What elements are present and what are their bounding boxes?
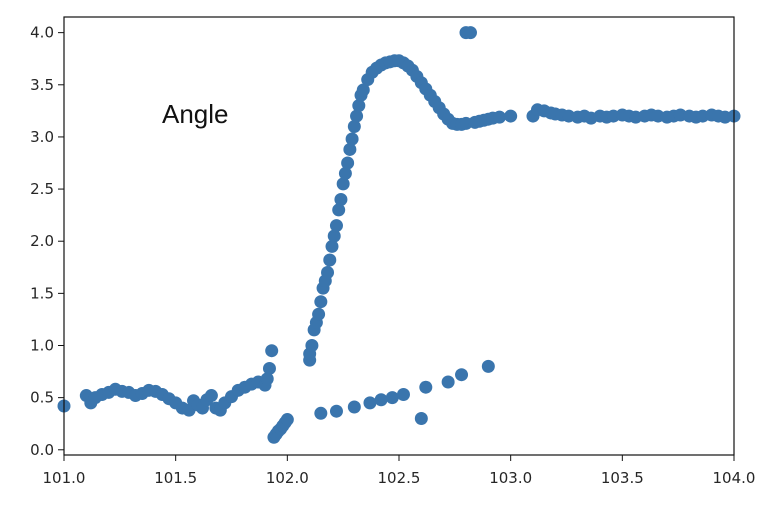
data-point bbox=[455, 368, 469, 382]
x-tick-label: 101.5 bbox=[154, 469, 197, 487]
data-point bbox=[334, 193, 348, 206]
data-point bbox=[312, 307, 326, 321]
data-point bbox=[327, 229, 341, 243]
y-tick-label: 2.0 bbox=[30, 232, 54, 250]
data-point bbox=[414, 412, 428, 425]
data-point bbox=[341, 156, 355, 170]
points-layer bbox=[57, 26, 741, 444]
x-tick-label: 103.5 bbox=[601, 469, 644, 487]
y-tick-label: 2.5 bbox=[30, 180, 54, 198]
plot-frame bbox=[63, 16, 735, 456]
plot-background bbox=[64, 17, 734, 455]
y-tick-label: 4.0 bbox=[30, 24, 54, 42]
data-point bbox=[347, 400, 361, 414]
data-point bbox=[260, 372, 274, 386]
data-point bbox=[352, 99, 366, 113]
data-point bbox=[356, 83, 370, 97]
data-point bbox=[419, 380, 433, 394]
annotation-label: Angle bbox=[162, 99, 229, 129]
data-point bbox=[323, 253, 337, 267]
data-point bbox=[374, 393, 388, 407]
data-point bbox=[262, 361, 276, 375]
x-tick-label: 101.0 bbox=[43, 469, 86, 487]
x-tick-label: 102.5 bbox=[378, 469, 421, 487]
data-point bbox=[280, 413, 294, 427]
data-point bbox=[441, 375, 455, 389]
y-tick-label: 1.0 bbox=[30, 337, 54, 355]
data-point bbox=[265, 344, 279, 358]
data-point bbox=[329, 404, 343, 418]
data-point bbox=[336, 177, 350, 191]
data-point bbox=[385, 391, 399, 405]
y-tick-label: 3.5 bbox=[30, 76, 54, 94]
data-point bbox=[204, 389, 218, 403]
ticks-layer: 101.0 101.5 102.0 102.5 103.0 103.5 104.0 0.0 0.… bbox=[30, 24, 755, 487]
x-tick-label: 104.0 bbox=[713, 469, 756, 487]
data-point bbox=[314, 406, 328, 420]
data-point bbox=[504, 109, 518, 123]
data-point bbox=[345, 132, 359, 146]
data-point bbox=[463, 26, 477, 40]
data-point bbox=[305, 339, 319, 352]
data-point bbox=[396, 388, 410, 402]
data-point bbox=[481, 359, 495, 373]
y-tick-label: 1.5 bbox=[30, 284, 54, 302]
data-point bbox=[343, 142, 357, 156]
data-point bbox=[493, 110, 506, 124]
data-point bbox=[314, 295, 328, 309]
data-point bbox=[347, 120, 361, 133]
y-tick-label: 0.0 bbox=[30, 441, 54, 459]
x-tick-label: 102.0 bbox=[266, 469, 309, 487]
data-point bbox=[325, 239, 339, 253]
data-point bbox=[363, 396, 377, 410]
data-point bbox=[329, 219, 343, 233]
data-point bbox=[338, 166, 352, 180]
y-tick-label: 0.5 bbox=[30, 389, 54, 407]
data-point bbox=[321, 266, 335, 279]
y-tick-label: 3.0 bbox=[30, 128, 54, 146]
x-tick-label: 103.0 bbox=[489, 469, 532, 487]
data-point bbox=[350, 109, 364, 123]
data-point bbox=[332, 203, 346, 217]
